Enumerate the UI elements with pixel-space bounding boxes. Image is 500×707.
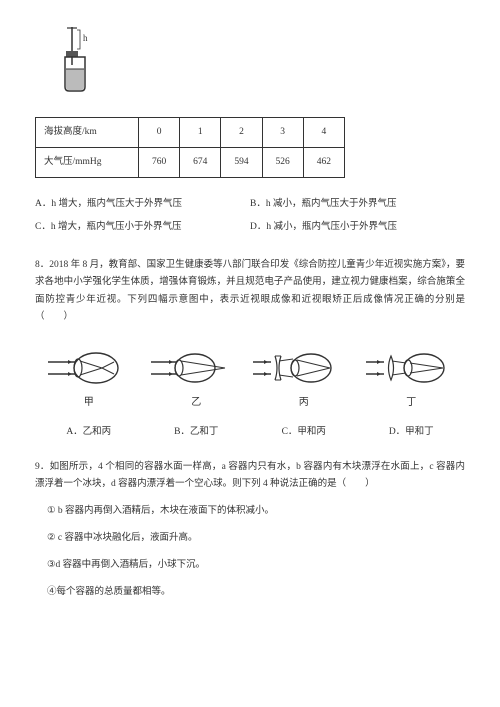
q9-s4: ④每个容器的总质量都相等。 <box>47 584 465 601</box>
eye-bing <box>251 348 341 388</box>
label-jia: 甲 <box>84 394 94 412</box>
q9-s1: ① b 容器内再倒入酒精后，木块在液面下的体积减小。 <box>47 503 465 520</box>
q7-opt-a: A．h 增大，瓶内气压大于外界气压 <box>35 193 250 216</box>
bottle-diagram: h <box>50 25 465 102</box>
q9-s2: ② c 容器中冰块融化后，液面升高。 <box>47 530 465 547</box>
q7-opt-d: D．h 减小，瓶内气压小于外界气压 <box>250 216 465 239</box>
q9-text: 9．如图所示，4 个相同的容器水面一样高，a 容器内只有水，b 容器内有木块漂浮… <box>35 459 465 493</box>
eye-ding <box>364 348 454 388</box>
row1-header: 海拔高度/km <box>36 118 139 148</box>
q8-opt-a: A．乙和丙 <box>35 424 143 441</box>
h-label: h <box>83 33 88 43</box>
q7-options: A．h 增大，瓶内气压大于外界气压 B．h 减小，瓶内气压大于外界气压 C．h … <box>35 193 465 239</box>
eye-jia <box>46 348 126 388</box>
label-bing: 丙 <box>299 394 309 412</box>
q8-opt-c: C．甲和丙 <box>250 424 358 441</box>
q8-text: 8．2018 年 8 月，教育部、国家卫生健康委等八部门联合印发《综合防控儿童青… <box>35 257 465 325</box>
eye-yi <box>149 348 229 388</box>
eye-diagrams <box>35 348 465 388</box>
q7-opt-b: B．h 减小，瓶内气压大于外界气压 <box>250 193 465 216</box>
q8-opt-d: D．甲和丁 <box>358 424 466 441</box>
q9-s3: ③d 容器中再倒入酒精后，小球下沉。 <box>47 557 465 574</box>
q8-options: A．乙和丙 B．乙和丁 C．甲和丙 D．甲和丁 <box>35 424 465 441</box>
q9-statements: ① b 容器内再倒入酒精后，木块在液面下的体积减小。 ② c 容器中冰块融化后，… <box>47 503 465 601</box>
altitude-pressure-table: 海拔高度/km 0 1 2 3 4 大气压/mmHg 760 674 594 5… <box>35 117 345 178</box>
q8-opt-b: B．乙和丁 <box>143 424 251 441</box>
q7-opt-c: C．h 增大，瓶内气压小于外界气压 <box>35 216 250 239</box>
label-ding: 丁 <box>406 394 416 412</box>
row2-header: 大气压/mmHg <box>36 148 139 178</box>
label-yi: 乙 <box>191 394 201 412</box>
eye-labels: 甲 乙 丙 丁 <box>35 394 465 412</box>
